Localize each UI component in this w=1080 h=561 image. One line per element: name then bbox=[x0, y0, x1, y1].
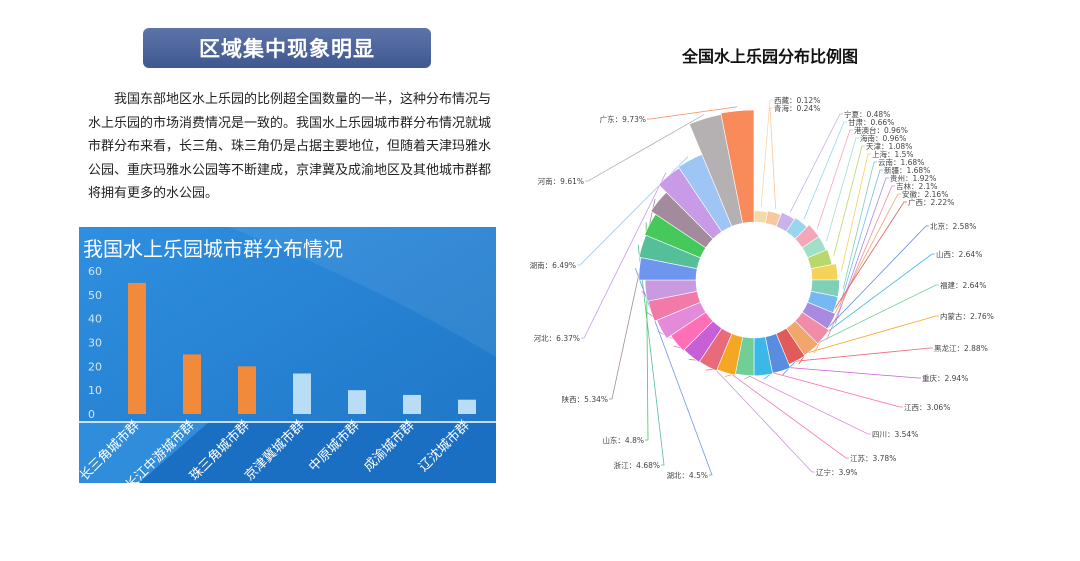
pie-label: 甘肃：0.66% bbox=[848, 117, 894, 127]
pie-leader-line bbox=[826, 185, 895, 340]
pie-leader-line bbox=[789, 113, 843, 213]
pie-label: 北京：2.58% bbox=[930, 221, 976, 231]
pie-label: 河北：6.37% bbox=[534, 334, 580, 343]
pie-label: 江苏：3.78% bbox=[850, 453, 896, 463]
pie-label: 山西：2.64% bbox=[936, 249, 982, 259]
bar bbox=[403, 394, 421, 414]
pie-labels: 西藏：0.12%青海：0.24% 宁夏：0.48%甘肃：0.66%港澳台：0.96… bbox=[530, 95, 994, 480]
pie-leader-line bbox=[635, 268, 713, 476]
pie-label: 湖北：4.5% bbox=[666, 471, 708, 480]
pie-label: 辽宁：3.9% bbox=[816, 467, 858, 477]
pie-label: 广西：2.22% bbox=[908, 197, 954, 207]
pie-leader-line bbox=[803, 121, 847, 220]
bar-y-tick: 40 bbox=[88, 313, 102, 326]
pie-label: 新疆：1.68% bbox=[884, 165, 930, 175]
pie-chart: 西藏：0.12%青海：0.24% 宁夏：0.48%甘肃：0.66%港澳台：0.96… bbox=[530, 95, 994, 480]
pie-label: 河南：9.61% bbox=[538, 176, 584, 186]
pie-label: 吉林：2.1% bbox=[896, 181, 938, 191]
pie-label: 海南：0.96% bbox=[860, 133, 906, 143]
pie-label: 广东：9.73% bbox=[600, 114, 646, 124]
pie-label: 四川：3.54% bbox=[872, 430, 918, 439]
bar bbox=[183, 354, 201, 414]
bar bbox=[238, 366, 256, 414]
pie-label: 福建：2.64% bbox=[940, 280, 986, 290]
pie-label: 湖南：6.49% bbox=[530, 260, 576, 270]
pie-label: 西藏：0.12% bbox=[774, 95, 820, 105]
pie-leader-line bbox=[833, 145, 865, 256]
bar bbox=[293, 373, 311, 414]
pie-leader-line bbox=[839, 169, 883, 307]
bar-y-tick: 30 bbox=[88, 337, 102, 350]
bar-y-tick: 50 bbox=[88, 289, 102, 302]
pie-leader-line bbox=[585, 114, 705, 182]
pie-label: 江西：3.06% bbox=[904, 403, 950, 412]
pie-label: 上海：1.5% bbox=[872, 149, 914, 159]
bar-y-axis: 0 10 20 30 40 50 60 bbox=[88, 265, 102, 421]
pie-label: 云南：1.68% bbox=[878, 157, 924, 167]
pie-slices bbox=[638, 109, 840, 376]
bar-chart-title: 我国水上乐园城市群分布情况 bbox=[83, 237, 343, 261]
bar-y-tick: 20 bbox=[88, 360, 102, 373]
pie-leader-line bbox=[817, 129, 853, 229]
bar-y-tick: 0 bbox=[88, 408, 95, 421]
pie-label: 内蒙古：2.76% bbox=[940, 311, 994, 321]
pie-label: 陕西：5.34% bbox=[562, 394, 608, 404]
pie-label: 贵州：1.92% bbox=[890, 173, 936, 183]
pie-leader-line bbox=[782, 225, 929, 376]
pie-leader-line bbox=[647, 106, 738, 120]
pie-label: 重庆：2.94% bbox=[922, 373, 968, 383]
pie-leader-line bbox=[840, 153, 871, 272]
pie-leader-line bbox=[769, 107, 777, 209]
bar-series bbox=[128, 282, 476, 414]
pie-leader-line bbox=[577, 156, 689, 266]
pie-label: 浙江：4.68% bbox=[614, 460, 660, 470]
bar bbox=[348, 390, 366, 414]
pie-leader-line bbox=[834, 177, 889, 324]
bar-y-tick: 10 bbox=[88, 384, 102, 397]
pie-leader-line bbox=[760, 99, 773, 208]
pie-leader-line bbox=[581, 172, 667, 339]
pie-label: 黑龙江：2.88% bbox=[934, 343, 988, 353]
bar-y-tick: 60 bbox=[88, 265, 102, 278]
pie-label: 青海：0.24% bbox=[774, 103, 820, 113]
pie-label: 安徽：2.16% bbox=[902, 189, 948, 199]
pie-leader-line bbox=[813, 193, 901, 354]
pie-leader-line bbox=[825, 137, 859, 242]
bar bbox=[458, 399, 476, 414]
pie-chart-title: 全国水上乐园分布比例图 bbox=[681, 47, 858, 66]
pie-label: 山东：4.8% bbox=[602, 435, 644, 445]
pie-label: 天津：1.08% bbox=[866, 142, 912, 151]
pie-slice bbox=[720, 109, 755, 224]
bar bbox=[128, 282, 146, 414]
section-heading: 区域集中现象明显 bbox=[143, 28, 431, 68]
pie-label: 宁夏：0.48% bbox=[844, 109, 890, 119]
pie-label: 港澳台：0.96% bbox=[854, 125, 908, 135]
pie-leader-line bbox=[842, 161, 877, 289]
intro-paragraph: 我国东部地区水上乐园的比例超全国数量的一半，这种分布情况与水上乐园的市场消费情况… bbox=[88, 92, 492, 201]
